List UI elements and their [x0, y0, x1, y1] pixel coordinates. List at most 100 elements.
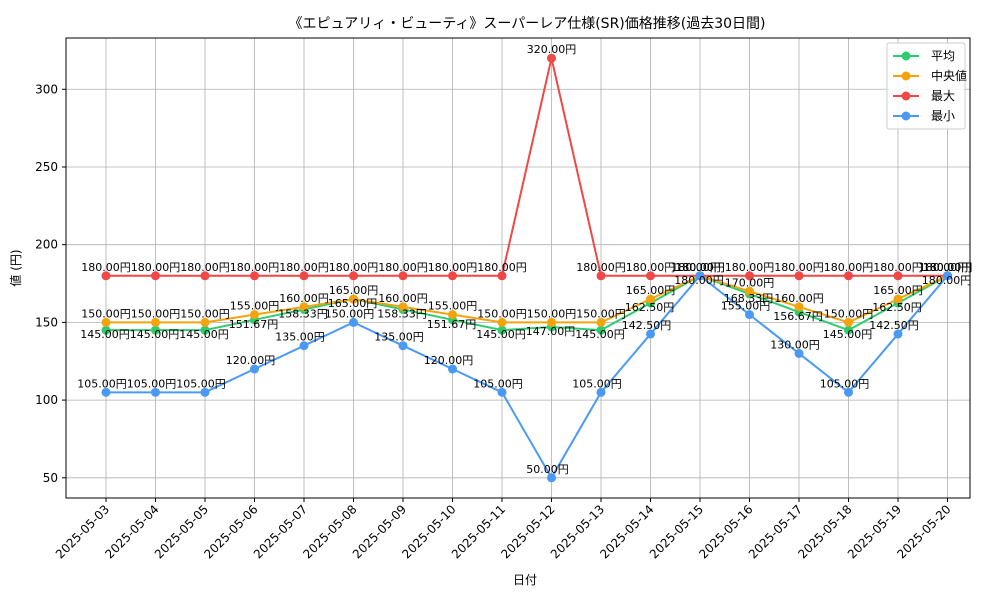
legend-marker [901, 111, 911, 121]
series-line-0 [106, 274, 948, 332]
data-label: 145.00円 [823, 328, 873, 341]
data-point [398, 341, 408, 351]
data-point [398, 302, 408, 312]
data-label: 180.00円 [671, 261, 721, 274]
y-tick-label: 200 [35, 238, 58, 252]
data-point [794, 348, 804, 358]
data-point [299, 341, 309, 351]
data-label: 150.00円 [527, 307, 577, 320]
data-label: 180.00円 [428, 261, 478, 274]
data-labels: 145.00円 145.00円 145.00円151.67円158.33円165.0… [77, 43, 972, 476]
data-label: 105.00円 [473, 377, 523, 390]
data-point [844, 317, 853, 327]
data-point [844, 325, 853, 335]
data-label: 50.00円 [526, 463, 569, 476]
data-label: 180.00円 [477, 261, 527, 274]
data-point [448, 271, 457, 281]
data-point [151, 387, 160, 397]
data-label: 180.00円 [230, 261, 280, 274]
data-label: 180.00円 [674, 274, 724, 287]
data-label: 180.00円 [774, 261, 824, 274]
x-tick-label: 2025-05-20 [894, 502, 953, 561]
data-point [497, 317, 507, 327]
data-label: 150.00円 [81, 307, 131, 320]
x-axis-label: 日付 [513, 573, 537, 587]
chart-title: 《エピュアリィ・ビューティ》スーパーレア仕様(SR)価格推移(過去30日間) [288, 16, 765, 32]
data-label: 147.00円 [526, 325, 576, 338]
data-point [646, 271, 655, 281]
data-label: 105.00円 [820, 377, 870, 390]
data-label: 180.00円 [922, 274, 972, 287]
y-tick-label: 300 [35, 82, 58, 96]
data-label: 165.00円 [328, 297, 378, 310]
data-label: 142.50円 [622, 319, 672, 332]
series-line-1 [106, 274, 948, 324]
data-label: 150.00円 [576, 307, 626, 320]
data-label: 180.00円 [675, 261, 725, 274]
legend-label: 最大 [931, 89, 955, 103]
data-label: 162.50円 [872, 301, 922, 314]
data-point [794, 302, 804, 312]
data-point [101, 325, 111, 335]
data-label: 320.00円 [527, 43, 577, 56]
data-point [547, 53, 556, 63]
data-point [893, 329, 903, 339]
data-label: 135.00円 [374, 331, 424, 344]
data-label: 165.00円 [626, 284, 676, 297]
data-label: 170.00円 [725, 276, 775, 289]
data-label: 180.00円 [873, 261, 923, 274]
data-label: 180.00円 [675, 261, 725, 274]
y-tick-label: 100 [35, 393, 58, 407]
data-label: 180.00円 [180, 261, 230, 274]
data-label: 180.00円 [576, 261, 626, 274]
series-group [101, 53, 952, 483]
legend-label: 最小 [931, 109, 955, 123]
data-point [200, 317, 210, 327]
series-line-3 [106, 274, 949, 480]
data-label: 180.00円 [725, 261, 775, 274]
data-label: 180.00円 [626, 261, 676, 274]
data-label: 180.00円 [923, 261, 973, 274]
data-label: 150.00円 [180, 307, 230, 320]
data-label: 142.50円 [869, 319, 919, 332]
data-label: 145.00円 [130, 328, 180, 341]
data-point [497, 387, 507, 397]
data-label: 145.00円 [575, 328, 625, 341]
data-label: 155.00円 [721, 300, 771, 313]
data-label: 160.00円 [279, 292, 329, 305]
data-point [299, 271, 309, 281]
legend-marker [901, 51, 911, 61]
data-point [299, 302, 309, 312]
data-label: 151.67円 [427, 318, 477, 331]
data-label: 165.00円 [329, 284, 379, 297]
data-point [200, 271, 210, 281]
data-point [596, 387, 606, 397]
data-point [101, 387, 111, 397]
data-label: 168.33円 [724, 292, 774, 305]
data-point [101, 271, 111, 281]
data-label: 120.00円 [226, 354, 276, 367]
data-label: 165.00円 [873, 284, 923, 297]
data-label: 145.00円 [80, 328, 130, 341]
data-label: 180.00円 [378, 261, 428, 274]
data-label: 120.00円 [424, 354, 474, 367]
data-label: 160.00円 [774, 292, 824, 305]
data-point [695, 271, 705, 281]
legend-label: 平均 [931, 49, 955, 63]
data-label: 180.00円 [923, 261, 973, 274]
data-point [448, 310, 457, 320]
data-label: 160.00円 [378, 292, 428, 305]
data-point [250, 271, 259, 281]
legend-marker [901, 91, 911, 101]
data-point [646, 294, 655, 304]
data-point [497, 271, 507, 281]
data-label: 150.00円 [325, 307, 375, 320]
data-label: 180.00円 [279, 261, 329, 274]
data-label: 180.00円 [131, 261, 181, 274]
series-line-2 [106, 57, 948, 277]
data-point [497, 325, 507, 335]
data-point [151, 271, 160, 281]
data-label: 105.00円 [572, 377, 622, 390]
data-point [547, 473, 556, 483]
